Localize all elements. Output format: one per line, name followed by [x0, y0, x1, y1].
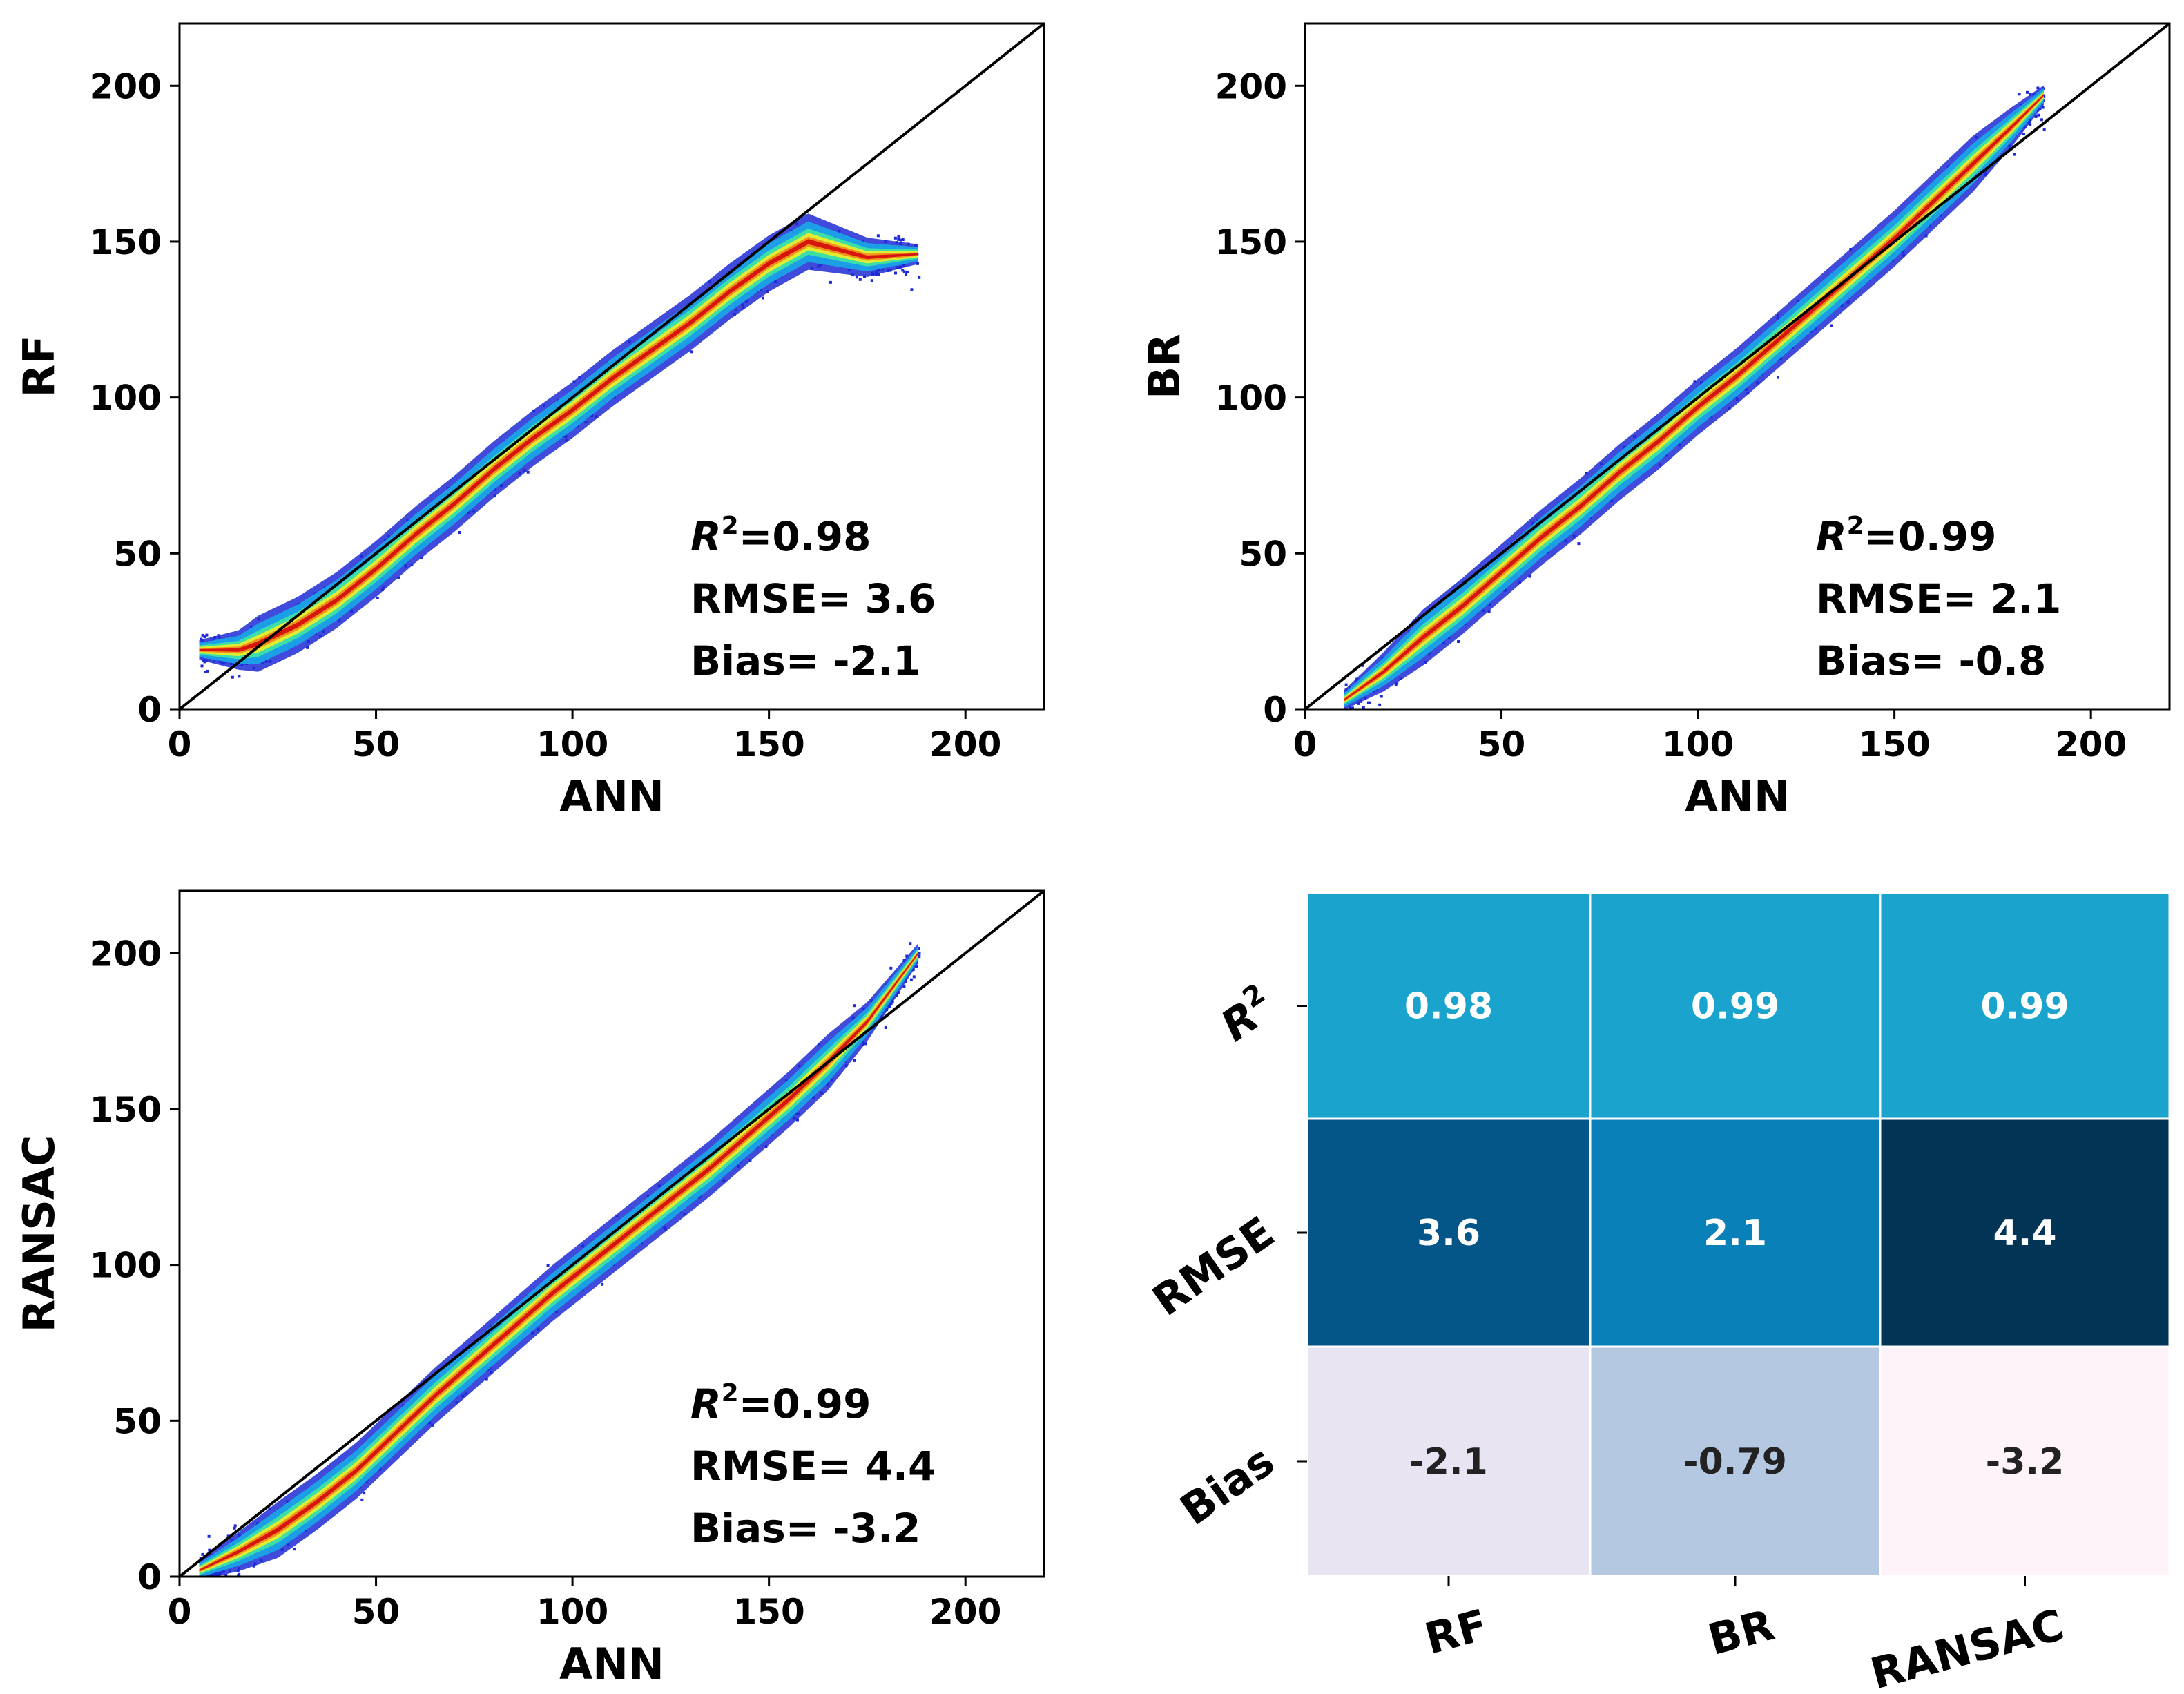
x-axis-label: ANN	[559, 771, 664, 822]
heatmap-cell-value: 0.98	[1404, 986, 1493, 1028]
x-axis-label: ANN	[1685, 771, 1790, 822]
bias-annotation: Bias= -2.1	[690, 637, 920, 684]
x-tick-label: 200	[2055, 724, 2127, 764]
density-band-3	[1344, 92, 2044, 703]
x-tick-label: 0	[1293, 724, 1317, 764]
metrics-heatmap: 0.98 0.99 0.99 3.6 2.1 4.4 -2.1 -0.79 -3.2 R2 RMSE…	[1143, 892, 2171, 1694]
x-tick-label: 150	[733, 1592, 804, 1632]
y-tick-label: 150	[1215, 222, 1287, 262]
x-tick-label: 200	[929, 1592, 1001, 1632]
scatter-panel-rf: 00 50 50 100 100 150 150 200 200 ANN RF R2=0.98 RMSE…	[14, 22, 1045, 822]
x-tick-label: 50	[1478, 724, 1526, 764]
rmse-annotation: RMSE= 3.6	[690, 575, 936, 622]
heatmap-col-label: RF	[1420, 1599, 1493, 1664]
density-band-4	[1344, 93, 2044, 702]
y-tick-label: 50	[1239, 534, 1287, 574]
bias-annotation: Bias= -0.8	[1816, 637, 2046, 684]
heatmap-cell	[1589, 1117, 1882, 1348]
axes-frame	[178, 22, 1045, 711]
y-tick-label: 100	[90, 1246, 162, 1286]
y-axis-label: BR	[1139, 334, 1190, 399]
identity-line	[180, 891, 1044, 1577]
heatmap-cell-value: 4.4	[1993, 1213, 2056, 1254]
x-tick-label: 150	[733, 724, 804, 764]
scatter-points	[180, 23, 1044, 709]
x-tick-label: 100	[537, 724, 608, 764]
rmse-annotation: RMSE= 4.4	[690, 1443, 936, 1490]
heatmap-cell	[1306, 892, 1592, 1120]
y-axis-label: RF	[14, 335, 64, 397]
rmse-annotation: RMSE= 2.1	[1816, 575, 2061, 622]
x-tick-label: 200	[929, 724, 1001, 764]
x-tick-label: 0	[168, 1592, 192, 1632]
scatter-points	[1305, 23, 2169, 709]
y-tick-label: 100	[90, 378, 162, 418]
heatmap-cell-value: -2.1	[1409, 1441, 1488, 1483]
y-tick-label: 0	[137, 690, 162, 730]
heatmap-row-label: Bias	[1171, 1435, 1283, 1534]
heatmap-cell	[1879, 1345, 2171, 1577]
x-tick-label: 150	[1858, 724, 1930, 764]
heatmap-cell	[1306, 1345, 1592, 1577]
axes-frame	[178, 889, 1045, 1578]
y-tick-label: 200	[90, 934, 162, 974]
r2-annotation: R2=0.98	[690, 512, 871, 560]
identity-line	[1305, 23, 2169, 709]
y-tick-label: 150	[90, 1090, 162, 1130]
y-tick-label: 150	[90, 222, 162, 262]
identity-line	[180, 23, 1044, 709]
r2-annotation: R2=0.99	[1816, 512, 1996, 560]
scatter-panel-br: 00 50 50 100 100 150 150 200 200 ANN BR R2=0.99 RMSE…	[1139, 22, 2171, 822]
scatter-points	[180, 891, 1044, 1577]
heatmap-col-label: RANSAC	[1865, 1599, 2069, 1694]
y-tick-label: 0	[1263, 690, 1287, 730]
heatmap-cell-value: 2.1	[1703, 1213, 1767, 1254]
heatmap-cell	[1879, 1117, 2171, 1348]
heatmap-cell	[1306, 1117, 1592, 1348]
y-tick-label: 200	[1215, 66, 1287, 106]
x-tick-label: 0	[168, 724, 192, 764]
x-tick-label: 50	[352, 724, 400, 764]
scatter-panel-ransac: 00 50 50 100 100 150 150 200 200 ANN RANSAC R2=0.99…	[14, 889, 1045, 1689]
heatmap-cell-value: 3.6	[1417, 1213, 1480, 1254]
heatmap-col-label: BR	[1703, 1599, 1779, 1665]
heatmap-row-label: R2	[1210, 978, 1284, 1051]
x-tick-label: 100	[1662, 724, 1734, 764]
y-tick-label: 50	[113, 534, 162, 574]
x-axis-label: ANN	[559, 1639, 664, 1689]
heatmap-cell	[1879, 892, 2171, 1120]
heatmap-row-label: RMSE	[1143, 1206, 1284, 1325]
y-axis-label: RANSAC	[14, 1135, 64, 1333]
x-tick-label: 50	[352, 1592, 400, 1632]
heatmap-cell-value: 0.99	[1980, 986, 2069, 1028]
heatmap-cell-value: -3.2	[1986, 1441, 2065, 1483]
y-tick-label: 0	[137, 1557, 162, 1597]
x-tick-label: 100	[537, 1592, 608, 1632]
axes-frame	[1304, 22, 2171, 711]
heatmap-cell-value: -0.79	[1683, 1441, 1787, 1483]
y-tick-label: 200	[90, 66, 162, 106]
r2-annotation: R2=0.99	[690, 1379, 871, 1427]
bias-annotation: Bias= -3.2	[690, 1505, 920, 1552]
y-tick-label: 50	[113, 1401, 162, 1441]
density-band-0	[199, 943, 918, 1577]
heatmap-cell-value: 0.99	[1691, 986, 1779, 1028]
heatmap-cell	[1589, 892, 1882, 1120]
y-tick-label: 100	[1215, 378, 1287, 418]
